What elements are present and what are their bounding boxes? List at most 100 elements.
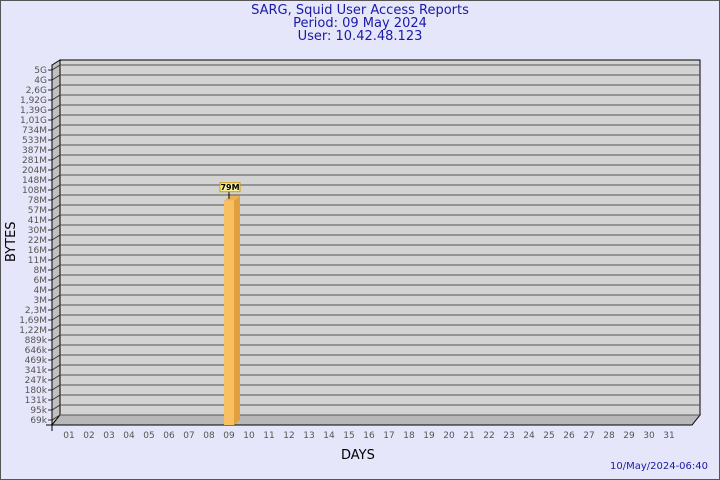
gridline-side	[51, 404, 61, 411]
y-tick-label: 95k	[30, 406, 47, 416]
data-label: 79M	[220, 183, 239, 192]
bar-day-09	[224, 200, 234, 425]
y-tick-label: 281M	[22, 156, 47, 166]
gridline-side	[51, 144, 61, 151]
x-tick-label: 24	[523, 431, 535, 441]
y-tick-label: 1,69M	[19, 316, 47, 326]
x-tick-label: 15	[343, 431, 354, 441]
y-tick-label: 180k	[25, 386, 48, 396]
gridline-side	[51, 74, 61, 81]
x-tick-label: 19	[423, 431, 435, 441]
chart-period: Period: 09 May 2024	[293, 16, 427, 31]
x-tick-label: 11	[263, 431, 274, 441]
y-tick-label: 78M	[28, 196, 47, 206]
y-tick-label: 387M	[22, 146, 47, 156]
gridline-side	[51, 304, 61, 311]
gridline-side	[51, 354, 61, 361]
x-tick-label: 02	[83, 431, 94, 441]
gridline-side	[51, 364, 61, 371]
y-tick-label: 69k	[30, 416, 47, 426]
gridline-side	[51, 374, 61, 381]
gridline-side	[51, 334, 61, 341]
gridline-side	[51, 104, 61, 111]
y-tick-label: 30M	[28, 226, 47, 236]
chart-title: SARG, Squid User Access Reports	[251, 3, 469, 18]
gridline-side	[51, 194, 61, 201]
x-tick-label: 29	[623, 431, 635, 441]
gridline-side	[51, 154, 61, 161]
y-tick-label: 148M	[22, 176, 47, 186]
y-tick-label: 1,22M	[19, 326, 47, 336]
gridline-side	[51, 134, 61, 141]
y-tick-label: 341k	[25, 366, 48, 376]
x-tick-label: 21	[463, 431, 474, 441]
y-tick-label: 533M	[22, 136, 47, 146]
gridline-side	[51, 94, 61, 101]
x-tick-label: 26	[563, 431, 575, 441]
x-tick-label: 14	[323, 431, 335, 441]
x-tick-label: 23	[503, 431, 514, 441]
gridline-side	[51, 344, 61, 351]
gridline-side	[51, 274, 61, 281]
y-tick-label: 57M	[28, 206, 47, 216]
x-tick-label: 30	[643, 431, 655, 441]
y-tick-label: 22M	[28, 236, 47, 246]
x-tick-label: 25	[543, 431, 554, 441]
data-label-box	[219, 182, 241, 193]
x-tick-label: 13	[303, 431, 314, 441]
x-tick-label: 10	[243, 431, 255, 441]
y-tick-label: 247k	[25, 376, 48, 386]
x-tick-label: 16	[363, 431, 375, 441]
bar-top	[224, 195, 240, 201]
gridline-side	[51, 284, 61, 291]
gridline-side	[51, 224, 61, 231]
y-tick-label: 734M	[22, 126, 47, 136]
y-tick-label: 889k	[25, 336, 48, 346]
x-tick-label: 01	[63, 431, 74, 441]
generated-timestamp: 10/May/2024-06:40	[609, 461, 708, 472]
y-tick-label: 2,6G	[26, 86, 47, 96]
x-tick-label: 28	[603, 431, 615, 441]
y-tick-label: 5G	[34, 66, 47, 76]
gridline-side	[51, 184, 61, 191]
x-tick-label: 12	[283, 431, 294, 441]
y-tick-label: 1,92G	[20, 96, 47, 106]
gridline-side	[51, 114, 61, 121]
x-tick-label: 03	[103, 431, 114, 441]
y-tick-label: 2,3M	[25, 306, 47, 316]
gridline-side	[51, 124, 61, 131]
x-tick-label: 17	[383, 431, 394, 441]
plot-back-wall	[59, 59, 701, 416]
y-tick-label: 1,39G	[20, 106, 47, 116]
y-tick-label: 204M	[22, 166, 47, 176]
x-tick-label: 06	[163, 431, 175, 441]
gridline-side	[51, 64, 61, 71]
y-tick-label: 108M	[22, 186, 47, 196]
y-tick-label: 469k	[25, 356, 48, 366]
y-tick-label: 4M	[34, 286, 48, 296]
gridline-side	[51, 314, 61, 321]
y-tick-label: 1,01G	[20, 116, 47, 126]
x-tick-label: 31	[663, 431, 674, 441]
y-tick-label: 41M	[28, 216, 47, 226]
gridline-side	[51, 414, 61, 421]
gridline-side	[51, 214, 61, 221]
gridline-side	[51, 234, 61, 241]
y-tick-label: 8M	[34, 266, 48, 276]
y-tick-label: 6M	[34, 276, 48, 286]
gridline-side	[51, 384, 61, 391]
x-tick-label: 05	[143, 431, 154, 441]
x-tick-label: 07	[183, 431, 194, 441]
x-tick-label: 09	[223, 431, 235, 441]
x-axis-label: DAYS	[341, 448, 375, 463]
bar-side	[234, 195, 240, 425]
x-tick-label: 04	[123, 431, 135, 441]
gridline-side	[51, 324, 61, 331]
gridline-side	[51, 204, 61, 211]
y-tick-label: 16M	[28, 246, 47, 256]
y-axis-label: BYTES	[4, 221, 19, 262]
y-tick-label: 4G	[34, 76, 47, 86]
gridline-side	[51, 84, 61, 91]
y-tick-label: 646k	[25, 346, 48, 356]
